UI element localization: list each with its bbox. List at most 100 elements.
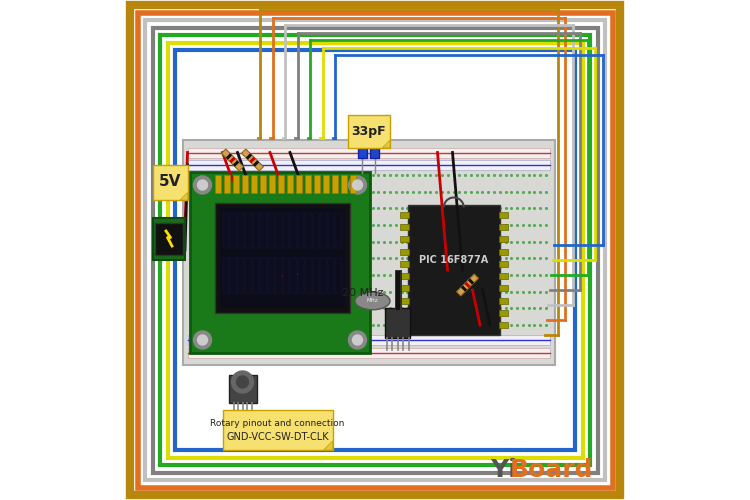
Text: 5V: 5V [159,174,182,188]
Text: Yi: Yi [490,458,517,482]
Polygon shape [382,140,390,147]
Bar [152,165,188,200]
Bar [275,258,282,292]
Bar [215,175,221,192]
Circle shape [194,331,211,349]
Bar [335,212,342,248]
Bar [305,175,311,192]
Bar [499,212,508,218]
Bar [287,175,293,192]
Bar [223,258,230,292]
Bar [499,236,508,242]
Circle shape [232,371,254,393]
Text: 20 MHz: 20 MHz [343,288,384,298]
Bar [328,258,334,292]
Bar [188,348,550,358]
Bar [341,175,347,192]
Bar [385,308,410,338]
Bar [269,264,291,286]
Bar [249,157,256,163]
Bar [400,248,409,254]
Text: GND-VCC-SW-DT-CLK: GND-VCC-SW-DT-CLK [226,432,328,442]
Circle shape [194,176,211,194]
Circle shape [349,331,367,349]
Bar [298,212,304,248]
Bar [253,212,260,248]
Bar [499,261,508,267]
Bar [245,212,252,248]
Bar [293,276,300,281]
Bar [323,175,329,192]
Bar [253,160,260,166]
Bar [167,42,583,458]
Bar [499,273,508,279]
Bar [400,261,409,267]
Bar [230,157,236,163]
Bar [297,272,303,278]
Bar [400,224,409,230]
Bar [230,212,237,248]
Bar [275,212,282,248]
Bar [499,224,508,230]
Bar [499,298,508,304]
Bar [400,298,409,304]
Bar [215,202,350,312]
Bar [400,212,409,218]
Bar [190,172,370,352]
Bar [468,278,474,284]
Bar [457,274,478,296]
Bar [300,268,307,274]
Bar [152,28,598,472]
Bar [313,258,320,292]
Bar [460,286,467,292]
Circle shape [352,335,362,345]
Bar [182,140,555,365]
Bar [269,175,275,192]
Circle shape [197,180,208,190]
Bar [358,145,367,158]
Bar [260,175,266,192]
Bar [347,115,390,148]
Bar [332,175,338,192]
Bar [233,175,239,192]
Bar [188,335,550,345]
Bar [175,50,575,450]
Bar [223,410,332,450]
Text: Rotary pinout and connection: Rotary pinout and connection [210,419,345,428]
Bar [499,286,508,292]
Bar [400,286,409,292]
Bar [499,310,508,316]
Ellipse shape [355,292,390,310]
Bar [400,310,409,316]
Bar [188,160,550,170]
Bar [370,145,379,158]
Bar [251,175,257,192]
Bar [253,258,260,292]
Bar [229,375,256,402]
Bar [289,264,311,286]
Bar [335,258,342,292]
Bar [400,236,409,242]
Bar [232,160,239,166]
Bar [268,258,274,292]
Bar [350,175,356,192]
Bar [314,175,320,192]
Bar [245,258,252,292]
Bar [313,212,320,248]
Bar [283,212,290,248]
Bar [305,258,312,292]
Bar [155,222,182,255]
Bar [283,258,290,292]
Bar [499,248,508,254]
Text: 33pF: 33pF [352,124,386,138]
Circle shape [197,335,208,345]
Text: MHz: MHz [367,298,378,304]
Bar [499,322,508,328]
Bar [298,258,304,292]
Bar [328,212,334,248]
Bar [238,212,244,248]
Circle shape [236,376,248,388]
Polygon shape [180,192,188,200]
Bar [226,154,232,160]
Bar [407,205,500,335]
